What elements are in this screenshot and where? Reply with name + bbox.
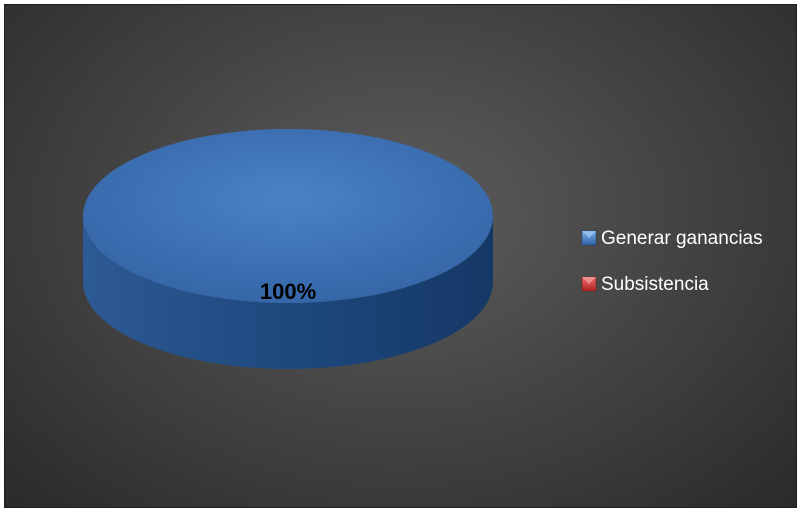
pie-slice-generar-ganancias — [83, 129, 493, 303]
legend-label-generar-ganancias: Generar ganancias — [601, 228, 763, 249]
pie-slices: 100% — [83, 129, 493, 369]
legend-item-subsistencia: Subsistencia — [581, 274, 709, 295]
legend: Generar ganancias Subsistencia — [581, 228, 763, 295]
legend-label-subsistencia: Subsistencia — [601, 274, 709, 295]
data-label-generar-ganancias: 100% — [260, 279, 316, 304]
legend-item-generar-ganancias: Generar ganancias — [581, 228, 763, 249]
legend-swatch-blue-bevel-icon — [582, 231, 596, 238]
chart-area: 100% Generar ganancias Subsistencia — [4, 4, 797, 508]
pie-slice-generar-ganancias-side — [83, 216, 493, 369]
legend-swatch-red-bevel-icon — [582, 277, 596, 284]
pie-chart: 100% Generar ganancias Subsistencia — [83, 129, 763, 369]
